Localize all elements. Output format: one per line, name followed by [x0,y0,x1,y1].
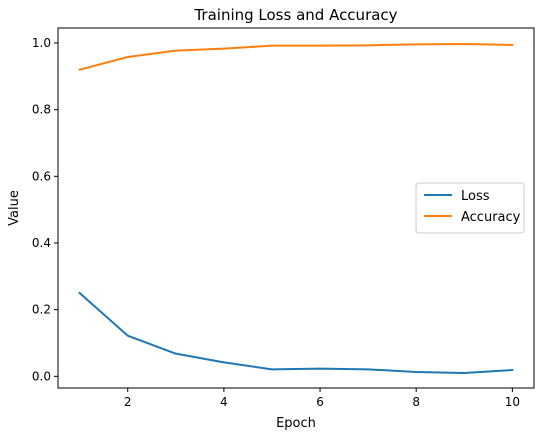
y-tick-label: 0.0 [32,369,51,383]
y-tick-label: 0.8 [32,103,51,117]
legend-label-accuracy: Accuracy [461,210,521,225]
legend: Loss Accuracy [415,182,525,234]
series-layer [78,43,514,374]
y-tick-label: 1.0 [32,36,51,50]
legend-label-loss: Loss [461,189,490,204]
y-tick-label: 0.2 [32,303,51,317]
chart-title: Training Loss and Accuracy [193,6,397,24]
series-line-loss [78,291,514,374]
x-tick-label: 2 [124,395,132,409]
x-axis: 2 4 6 8 10 [124,388,520,409]
y-axis-label: Value [7,190,22,226]
x-axis-label: Epoch [276,416,316,431]
y-axis: 0.0 0.2 0.4 0.6 0.8 1.0 [32,36,58,383]
plot-area [57,27,535,389]
y-tick-label: 0.4 [32,236,51,250]
x-tick-label: 8 [412,395,420,409]
x-tick-label: 4 [220,395,228,409]
x-tick-label: 10 [505,395,520,409]
y-tick-label: 0.6 [32,169,51,183]
x-tick-label: 6 [316,395,324,409]
series-line-accuracy [78,43,514,71]
